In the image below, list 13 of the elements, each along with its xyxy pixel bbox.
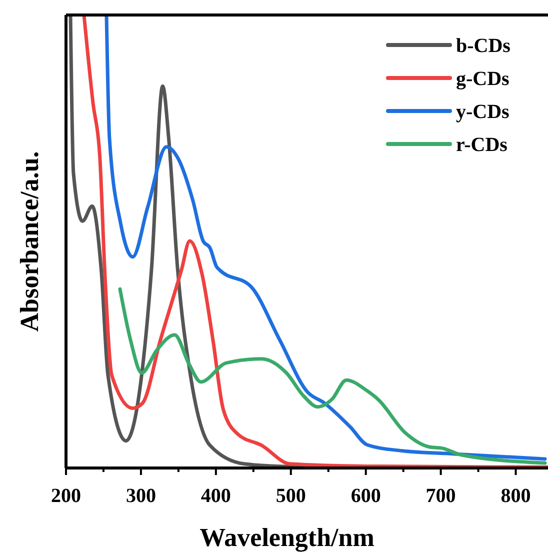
x-tick-label: 700	[426, 485, 456, 507]
x-tick-label: 800	[500, 485, 531, 507]
x-tick-label: 600	[350, 485, 381, 507]
legend-label: r-CDs	[456, 134, 508, 156]
x-tick-label: 300	[126, 485, 156, 507]
x-tick-label: 200	[51, 485, 81, 507]
x-tick-label: 500	[276, 485, 306, 507]
legend-label: b-CDs	[456, 35, 511, 57]
x-axis-title: Wavelength/nm	[200, 523, 375, 552]
legend-label: g-CDs	[456, 68, 510, 90]
legend-label: y-CDs	[456, 101, 510, 123]
x-tick-label: 400	[200, 485, 231, 507]
y-axis-title: Absorbance/a.u.	[15, 151, 44, 332]
